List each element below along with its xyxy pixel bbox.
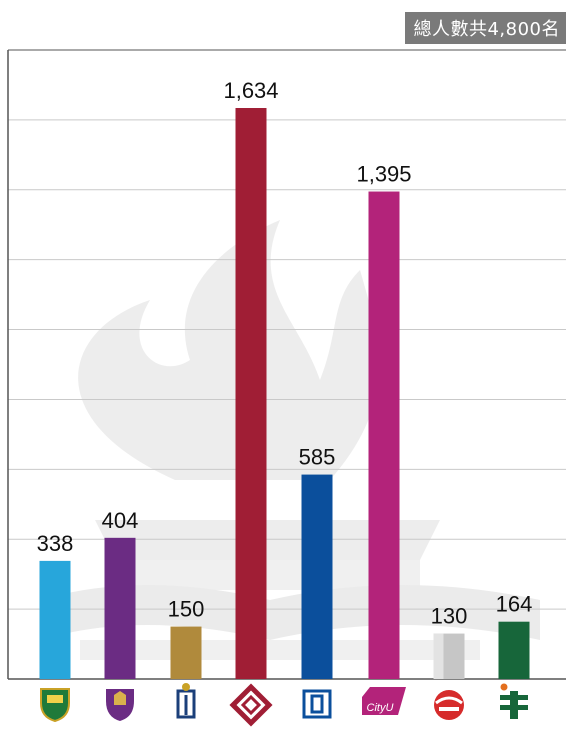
cityu-logo-icon: CityU [362,687,406,715]
value-label-cuhk: 404 [102,508,139,533]
cuhk-crest-icon [106,689,134,721]
hkust-logo-icon [176,683,196,719]
bar-eduhk [301,474,333,679]
lingnan-logo-icon [434,690,464,720]
value-label-eduhk: 585 [299,445,336,470]
bars [39,108,530,680]
value-label-cityu: 1,395 [356,162,411,187]
value-label-hkmu: 164 [496,592,533,617]
cityu-logo-text: CityU [367,702,394,714]
value-label-polyu: 1,634 [223,78,278,103]
axes [7,49,566,680]
bar-hkmu [498,621,530,679]
bar-highlight [433,633,444,679]
bar-hkust [170,626,202,679]
hku-crest-icon [40,688,70,723]
value-labels: 338 404 150 1,634 585 1,395 130 164 [37,78,533,629]
hkmu-logo-icon [500,683,528,719]
bar-hku [39,560,71,679]
value-label-hku: 338 [37,531,74,556]
value-label-lu: 130 [431,604,468,629]
total-count-badge: 總人數共4,800名 [405,12,566,44]
polyu-logo-icon [229,683,273,727]
university-icons: CityU [40,683,528,727]
bar-cuhk [104,537,136,679]
bar-cityu [368,191,400,679]
bar-polyu [235,108,267,680]
eduhk-logo-icon [302,689,332,719]
gridlines [8,119,566,610]
value-label-hkust: 150 [168,597,205,622]
